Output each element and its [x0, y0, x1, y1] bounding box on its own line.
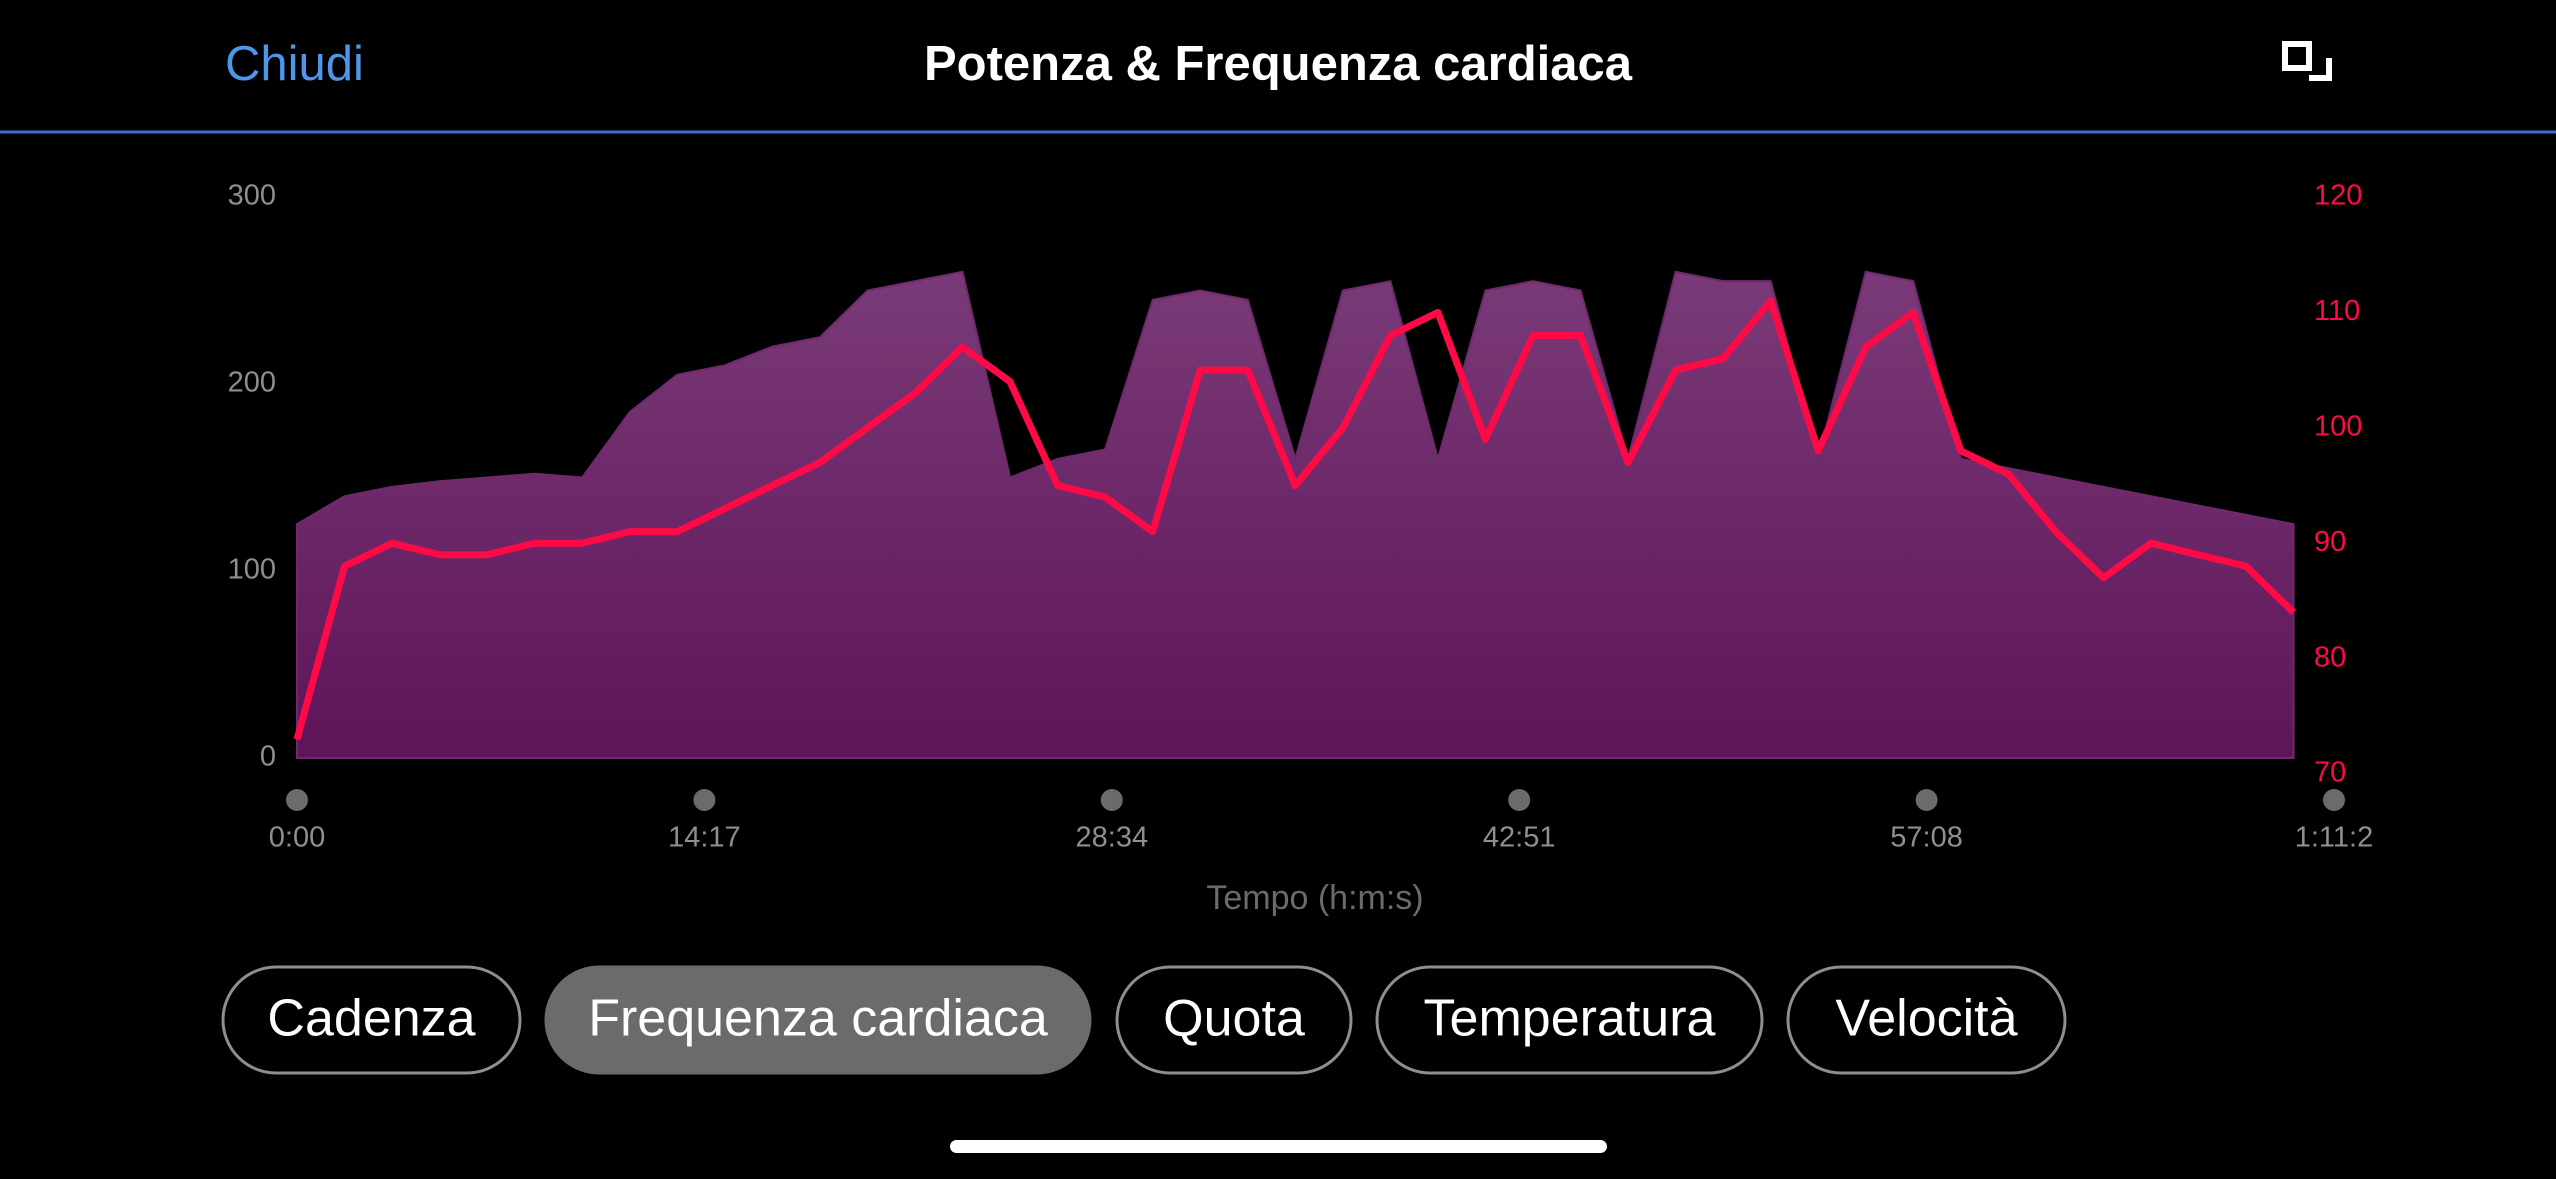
y2-tick-label: 90 — [2314, 526, 2346, 558]
y-tick-label: 100 — [228, 554, 276, 586]
metric-button[interactable] — [221, 965, 522, 1075]
metric-button-label[interactable]: Temperatura — [1424, 990, 1716, 1048]
metric-button-label[interactable]: Velocità — [1835, 990, 2017, 1048]
chart: 0 100 200 300 70 80 90 100 110 120 0:00 14:17 28:34 4… — [228, 180, 2374, 917]
x-tick-label: 57:08 — [1890, 822, 1963, 854]
y2-tick-label: 120 — [2314, 180, 2362, 212]
metric-button-label[interactable]: Quota — [1163, 990, 1305, 1048]
x-tick-dot — [1508, 789, 1531, 811]
x-tick-label: 14:17 — [668, 822, 741, 854]
metric-button[interactable] — [1786, 965, 2067, 1075]
metric-button[interactable] — [1115, 965, 1353, 1075]
y2-tick-label: 80 — [2314, 641, 2346, 673]
home-indicator — [950, 1140, 1607, 1153]
y-tick-label: 0 — [260, 741, 276, 773]
metric-button-label[interactable]: Frequenza cardiaca — [588, 990, 1048, 1048]
metric-button[interactable] — [544, 965, 1092, 1075]
heart-rate-line — [293, 297, 2297, 741]
metric-button[interactable] — [1375, 965, 1764, 1075]
x-tick-dot — [2323, 789, 2345, 811]
x-tick-label: 42:51 — [1483, 822, 1556, 854]
metric-button-label[interactable]: Cadenza — [267, 990, 475, 1048]
y2-tick-label: 70 — [2314, 757, 2346, 789]
x-tick-dot — [1915, 789, 1938, 811]
screen-title: Potenza & Frequenza cardiaca — [924, 37, 1633, 91]
y-tick-label: 200 — [228, 367, 276, 399]
x-tick-dot — [286, 789, 308, 811]
x-tick-label: 28:34 — [1076, 822, 1149, 854]
x-axis-title: Tempo (h:m:s) — [1206, 879, 1423, 917]
x-tick-dot — [693, 789, 716, 811]
x-tick-label: 0:00 — [269, 822, 325, 854]
y-tick-label: 300 — [228, 180, 276, 212]
close-button[interactable]: Chiudi — [225, 37, 364, 91]
power-area — [296, 270, 2295, 759]
expand-icon[interactable] — [2282, 41, 2332, 81]
y2-tick-label: 110 — [2314, 295, 2360, 327]
x-tick-dot — [1100, 789, 1123, 811]
x-tick-label: 1:11:2 — [2295, 822, 2373, 854]
button-bar: Cadenza Frequenza cardiaca Quota Temperatur… — [221, 965, 2067, 1075]
y2-tick-label: 100 — [2314, 410, 2362, 442]
